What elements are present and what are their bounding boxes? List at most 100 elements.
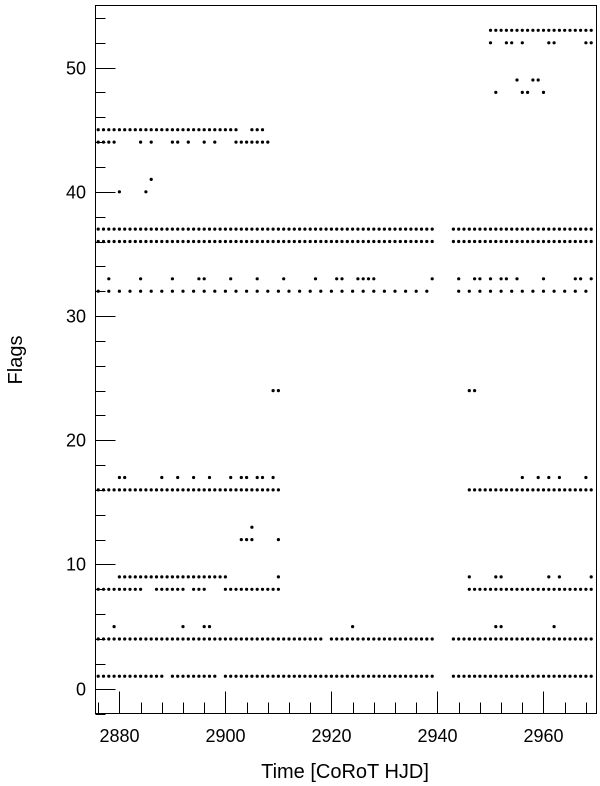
data-point bbox=[573, 587, 577, 591]
data-point bbox=[229, 277, 233, 281]
data-point bbox=[144, 128, 148, 132]
data-point bbox=[409, 227, 413, 231]
data-point bbox=[239, 637, 243, 641]
data-point bbox=[176, 140, 180, 144]
data-point bbox=[250, 239, 254, 244]
data-point bbox=[504, 227, 508, 231]
data-point bbox=[473, 277, 477, 281]
data-point bbox=[117, 289, 121, 293]
data-point bbox=[192, 587, 196, 591]
data-point bbox=[488, 637, 493, 641]
data-point bbox=[245, 475, 249, 480]
data-point bbox=[526, 90, 530, 94]
data-point bbox=[573, 488, 577, 492]
data-point bbox=[568, 674, 572, 678]
data-point bbox=[197, 674, 201, 678]
data-point bbox=[239, 475, 243, 480]
y-tick-label: 40 bbox=[66, 183, 86, 203]
data-point bbox=[414, 227, 418, 231]
data-point bbox=[451, 674, 455, 678]
data-point bbox=[573, 28, 577, 32]
data-point bbox=[478, 239, 482, 244]
data-point bbox=[176, 128, 180, 132]
data-point bbox=[504, 674, 508, 678]
data-point bbox=[170, 140, 174, 144]
data-point bbox=[488, 674, 493, 678]
data-point bbox=[520, 28, 524, 32]
data-point bbox=[351, 625, 355, 629]
data-point bbox=[144, 190, 148, 194]
data-point bbox=[250, 587, 254, 591]
data-point bbox=[568, 227, 572, 231]
data-point bbox=[361, 277, 365, 281]
data-point bbox=[409, 674, 413, 678]
data-point bbox=[547, 28, 551, 32]
data-point bbox=[589, 277, 593, 281]
data-point bbox=[139, 128, 143, 132]
data-point bbox=[154, 128, 159, 132]
data-point bbox=[388, 674, 392, 678]
data-point bbox=[250, 128, 254, 132]
data-point bbox=[170, 128, 174, 132]
data-point bbox=[160, 289, 164, 293]
data-point bbox=[541, 227, 546, 231]
data-point bbox=[499, 587, 503, 591]
data-point bbox=[271, 488, 275, 492]
data-point bbox=[123, 674, 127, 678]
data-point bbox=[579, 637, 583, 641]
data-point bbox=[467, 637, 471, 641]
data-point bbox=[520, 239, 524, 244]
data-point bbox=[266, 637, 270, 641]
data-point bbox=[176, 674, 180, 678]
data-point bbox=[117, 637, 121, 641]
data-point bbox=[531, 488, 535, 492]
data-point bbox=[207, 575, 212, 579]
data-point bbox=[536, 587, 540, 591]
data-point bbox=[112, 637, 116, 641]
data-point bbox=[409, 239, 413, 244]
data-point bbox=[96, 488, 100, 492]
data-point bbox=[149, 674, 153, 678]
data-point bbox=[133, 674, 137, 678]
data-point bbox=[319, 227, 323, 231]
data-point bbox=[160, 575, 164, 579]
data-point bbox=[112, 227, 116, 231]
data-point bbox=[245, 488, 249, 492]
data-point bbox=[589, 674, 593, 678]
data-point bbox=[260, 674, 265, 678]
y-tick-label: 30 bbox=[66, 307, 86, 327]
data-point bbox=[117, 128, 121, 132]
data-point bbox=[223, 575, 227, 579]
data-point bbox=[101, 587, 106, 591]
data-point bbox=[192, 475, 196, 480]
data-point bbox=[308, 289, 312, 293]
data-point bbox=[239, 239, 243, 244]
data-point bbox=[488, 289, 493, 293]
data-point bbox=[207, 625, 212, 629]
data-point bbox=[181, 587, 185, 591]
data-point bbox=[467, 227, 471, 231]
data-point bbox=[541, 488, 546, 492]
data-point bbox=[414, 637, 418, 641]
data-point bbox=[266, 140, 270, 144]
data-point bbox=[382, 227, 386, 231]
data-point bbox=[282, 674, 286, 678]
data-point bbox=[451, 239, 455, 244]
data-point bbox=[340, 277, 344, 281]
data-point bbox=[223, 239, 227, 244]
data-point bbox=[192, 227, 196, 231]
data-point bbox=[351, 239, 355, 244]
data-point bbox=[515, 587, 519, 591]
data-point bbox=[276, 488, 280, 492]
data-point bbox=[160, 587, 164, 591]
data-point bbox=[388, 239, 392, 244]
data-point bbox=[144, 488, 148, 492]
data-point bbox=[356, 277, 360, 281]
y-tick-label: 10 bbox=[66, 555, 86, 575]
data-point bbox=[335, 637, 339, 641]
data-point bbox=[382, 637, 386, 641]
data-point bbox=[160, 227, 164, 231]
data-point bbox=[260, 128, 265, 132]
data-point bbox=[324, 239, 328, 244]
data-point bbox=[457, 674, 461, 678]
